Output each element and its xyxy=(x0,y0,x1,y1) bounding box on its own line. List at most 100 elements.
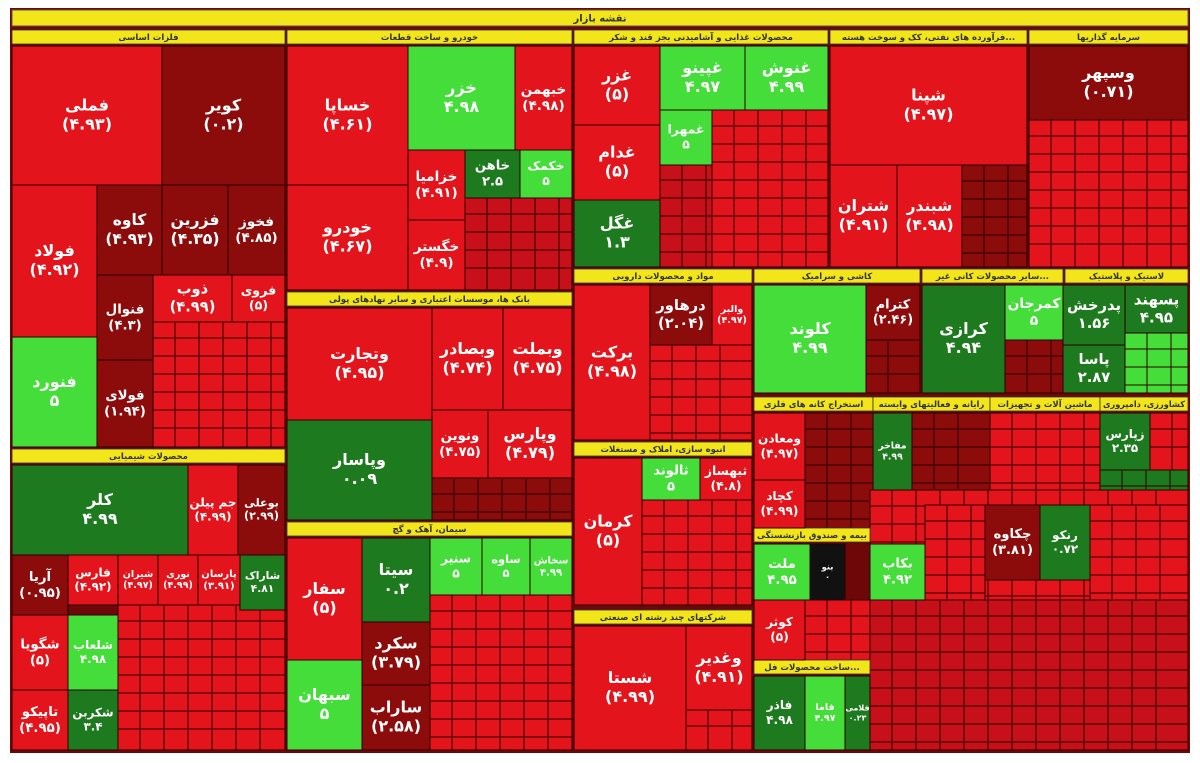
stock-change: (۴.۹۷) xyxy=(123,580,153,591)
stock-change: (۰.۷۱) xyxy=(1084,82,1134,101)
stock-change: (۱.۹۴) xyxy=(104,405,146,420)
stock-tile xyxy=(753,479,806,529)
stock-symbol: کلوند xyxy=(789,319,831,338)
stock-symbol: خبهمن xyxy=(521,82,567,98)
stock-tile xyxy=(361,621,431,686)
sector-header xyxy=(1028,29,1189,45)
stock-tile xyxy=(152,274,233,323)
small-tiles-area xyxy=(804,412,874,529)
stock-symbol: شبندر xyxy=(906,197,953,215)
stock-change: ۰ xyxy=(825,572,830,582)
stock-symbol: نوری xyxy=(166,569,190,580)
stock-tile xyxy=(361,537,431,623)
stock-symbol: کرازی xyxy=(939,319,988,338)
small-tiles-area xyxy=(1004,339,1064,394)
stock-change: (۴.۹۳) xyxy=(105,230,153,248)
sector-name: بانک ها، موسسات اعتباری و سایر نهادهای پ… xyxy=(329,295,530,305)
stock-change: (۴.۷۹) xyxy=(505,443,555,462)
stock-change: (۴.۹۸) xyxy=(522,98,564,114)
stock-tile xyxy=(921,284,1006,394)
stock-tile xyxy=(481,537,531,596)
sector-name: سایر محصولات کانی غیر... xyxy=(935,272,1049,282)
stock-tile xyxy=(1028,45,1189,121)
stock-tile xyxy=(809,543,846,601)
stock-tile xyxy=(286,419,433,521)
stock-symbol: برکت xyxy=(591,342,633,361)
stock-change: (۵) xyxy=(249,298,268,313)
stock-change: (۴.۳) xyxy=(108,319,142,334)
stock-tile xyxy=(96,359,154,448)
small-tiles-area xyxy=(1089,504,1189,601)
sector-name: محصولات غذایی و آشامیدنی بجز قند و شکر xyxy=(608,31,793,43)
stock-change: ۴.۹۵ xyxy=(767,573,796,588)
stock-tile xyxy=(844,675,871,751)
stock-change: ۱.۳ xyxy=(604,233,630,252)
sector-name: کاشی و سرامیک xyxy=(802,272,872,282)
stock-symbol: غنوش xyxy=(762,58,812,77)
stock-symbol: کوثر xyxy=(765,615,794,630)
stock-change: (۴.۶۷) xyxy=(323,237,373,256)
stock-change: (۰.۹۵) xyxy=(19,586,61,601)
stock-change: ۲.۸۷ xyxy=(1078,369,1111,386)
stock-change: ۵ xyxy=(503,566,510,580)
small-tiles-area xyxy=(804,599,871,661)
sector-header xyxy=(11,448,286,464)
stock-tile xyxy=(11,554,69,616)
stock-symbol: شتران xyxy=(838,196,889,215)
sector-header xyxy=(11,29,286,45)
stock-change: (۴.۹۹) xyxy=(194,510,231,524)
stock-symbol: پاسا xyxy=(1078,351,1109,368)
stock-tile xyxy=(161,45,286,186)
stock-change: ۴.۹۵ xyxy=(1140,309,1173,327)
stock-symbol: شکربن xyxy=(72,705,113,720)
stock-symbol: سنیر xyxy=(440,552,471,566)
stock-symbol: آریا xyxy=(29,568,52,585)
map-title: نقشه بازار xyxy=(572,14,626,25)
stock-tile xyxy=(286,184,409,291)
stock-tile xyxy=(407,219,466,291)
stock-symbol: وبصادر xyxy=(439,339,495,358)
stock-change: ۴.۹۴ xyxy=(946,338,982,357)
stock-tile xyxy=(11,614,69,691)
stock-change: (۴.۹۲) xyxy=(30,260,80,279)
sector-header xyxy=(286,291,573,307)
stock-tile xyxy=(161,184,229,276)
sector-name: کشاورزی، دامپروری xyxy=(1103,400,1185,410)
stock-change: (۴.۷۵) xyxy=(439,445,481,460)
stock-change: (۴.۷۴) xyxy=(443,358,493,377)
stock-symbol: فلامی xyxy=(845,704,869,713)
stock-symbol: فاما xyxy=(815,702,834,713)
sector-name: شرکتهای چند رشته ای صنعتی xyxy=(600,613,726,623)
stock-change: (۴.۹۱) xyxy=(415,185,457,201)
small-tiles-area xyxy=(911,412,991,491)
stock-change: (۵) xyxy=(312,598,336,617)
stock-tile xyxy=(573,625,687,751)
stock-symbol: زپارس xyxy=(1105,427,1144,442)
stock-tile xyxy=(573,284,651,441)
small-tiles-area xyxy=(1124,332,1189,394)
stock-symbol: سیتا xyxy=(379,560,414,579)
stock-symbol: کلر xyxy=(86,490,113,509)
stock-change: ۵ xyxy=(542,174,550,188)
stock-change: (۴.۹۱) xyxy=(694,667,743,686)
sector-name: سیمان، آهک و گچ xyxy=(393,523,467,535)
stock-change: (۵) xyxy=(596,531,620,550)
stock-symbol: فخوز xyxy=(238,214,274,230)
stock-tile xyxy=(872,412,913,491)
stock-symbol: فارس xyxy=(75,565,111,580)
stock-tile xyxy=(984,504,1041,581)
stock-symbol: غپینو xyxy=(681,58,723,78)
stock-symbol: پدرخش xyxy=(1067,297,1121,314)
stock-symbol: شستا xyxy=(608,668,653,687)
stock-change: ۲.۳۵ xyxy=(1112,441,1138,455)
stock-symbol: وسپهر xyxy=(1081,63,1135,83)
stock-symbol: خزامیا xyxy=(416,169,458,185)
stock-symbol: کرمان xyxy=(584,511,634,530)
sector-name: خودرو و ساخت قطعات xyxy=(381,33,478,43)
stock-change: ۴.۹۷ xyxy=(685,77,721,96)
stock-symbol: کاوه xyxy=(113,211,147,229)
stock-change: ۴.۹۸ xyxy=(80,652,107,666)
small-tiles-area xyxy=(924,504,986,601)
stock-symbol: بنو xyxy=(821,562,834,573)
stock-change: (۴.۹۳) xyxy=(62,115,112,134)
